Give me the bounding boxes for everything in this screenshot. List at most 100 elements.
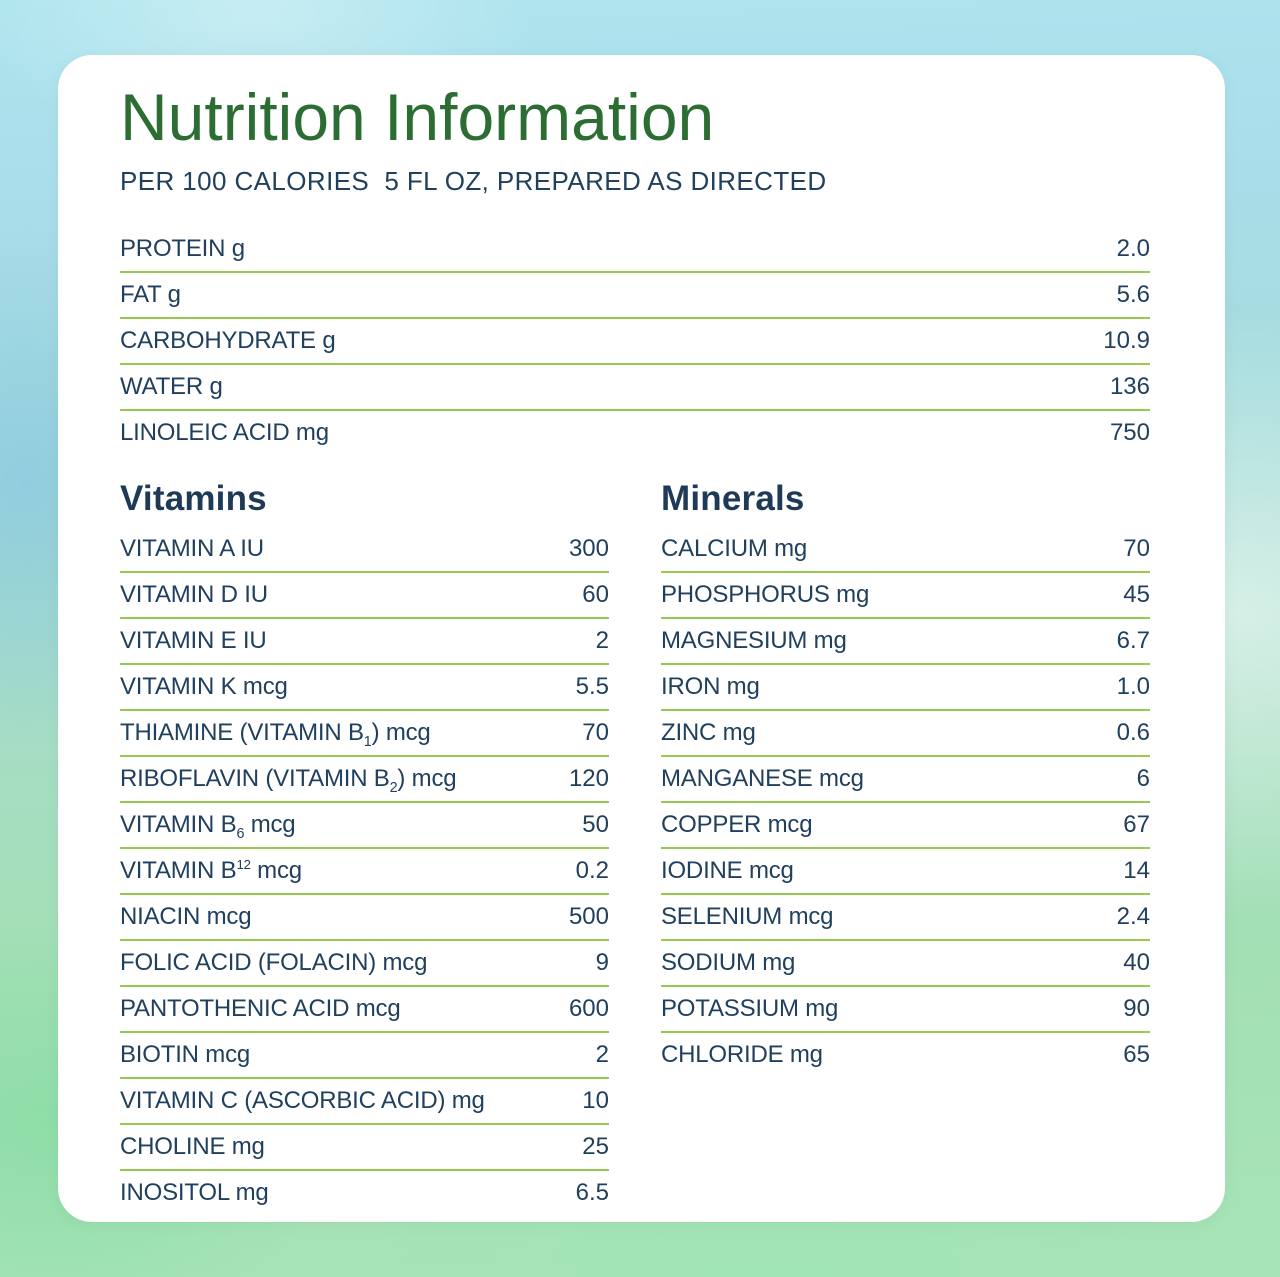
- nutrition-panel-card: Nutrition Information PER 100 CALORIES 5…: [58, 55, 1225, 1222]
- row-value: 50: [582, 811, 609, 839]
- row-label: BIOTIN mcg: [120, 1041, 251, 1069]
- row-label: NIACIN mcg: [120, 903, 252, 931]
- table-row: PROTEIN g 2.0: [120, 227, 1150, 274]
- row-value: 45: [1123, 581, 1150, 609]
- table-row: IODINE mcg 14: [661, 849, 1150, 896]
- row-label: LINOLEIC ACID mg: [120, 419, 329, 447]
- row-label: CHOLINE mg: [120, 1133, 265, 1161]
- table-row: VITAMIN C (ASCORBIC ACID) mg 10: [120, 1079, 609, 1126]
- row-value: 0.6: [1116, 719, 1150, 747]
- vitamins-section: Vitamins VITAMIN A IU 300 VITAMIN D IU 60 VI…: [120, 455, 609, 1215]
- table-row: THIAMINE (VITAMIN B1) mcg 70: [120, 711, 609, 758]
- macronutrient-table: PROTEIN g 2.0 FAT g 5.6 CARBOHYDRATE g 10.9 WA…: [120, 227, 1150, 455]
- row-label: PANTOTHENIC ACID mcg: [120, 995, 401, 1023]
- row-label: FOLIC ACID (FOLACIN) mcg: [120, 949, 428, 977]
- table-row: CARBOHYDRATE g 10.9: [120, 319, 1150, 366]
- row-value: 10: [582, 1087, 609, 1115]
- row-label: WATER g: [120, 373, 223, 401]
- row-value: 67: [1123, 811, 1150, 839]
- row-value: 500: [568, 903, 609, 931]
- row-label: VITAMIN K mcg: [120, 673, 288, 701]
- row-label: POTASSIUM mg: [661, 995, 839, 1023]
- table-row: POTASSIUM mg 90: [661, 987, 1150, 1034]
- table-row: CHLORIDE mg 65: [661, 1033, 1150, 1077]
- row-label: SELENIUM mcg: [661, 903, 834, 931]
- row-label: IRON mg: [661, 673, 760, 701]
- row-label: VITAMIN D IU: [120, 581, 268, 609]
- table-row: VITAMIN K mcg 5.5: [120, 665, 609, 712]
- row-label: IODINE mcg: [661, 857, 794, 885]
- table-row: CALCIUM mg 70: [661, 527, 1150, 574]
- row-value: 2: [595, 1041, 609, 1069]
- table-row: COPPER mcg 67: [661, 803, 1150, 850]
- row-value: 6.7: [1116, 627, 1150, 655]
- row-value: 750: [1109, 419, 1150, 447]
- table-row: SODIUM mg 40: [661, 941, 1150, 988]
- row-value: 300: [568, 535, 609, 563]
- minerals-section: Minerals CALCIUM mg 70 PHOSPHORUS mg 45 MAGN…: [661, 455, 1150, 1215]
- row-label: VITAMIN A IU: [120, 535, 264, 563]
- row-label: FAT g: [120, 281, 181, 309]
- table-row: NIACIN mcg 500: [120, 895, 609, 942]
- row-label: INOSITOL mg: [120, 1179, 269, 1207]
- table-row: CHOLINE mg 25: [120, 1125, 609, 1172]
- row-value: 90: [1123, 995, 1150, 1023]
- row-label: THIAMINE (VITAMIN B1) mcg: [120, 719, 431, 751]
- row-label: SODIUM mg: [661, 949, 796, 977]
- table-row: SELENIUM mcg 2.4: [661, 895, 1150, 942]
- serving-subtitle: PER 100 CALORIES 5 FL OZ, PREPARED AS DI…: [120, 166, 827, 197]
- row-value: 60: [582, 581, 609, 609]
- row-label: VITAMIN E IU: [120, 627, 267, 655]
- row-value: 5.6: [1116, 281, 1150, 309]
- row-value: 2.0: [1116, 235, 1150, 263]
- row-value: 9: [595, 949, 609, 977]
- vitamins-minerals-columns: Vitamins VITAMIN A IU 300 VITAMIN D IU 60 VI…: [120, 455, 1150, 1215]
- vitamins-heading: Vitamins: [120, 479, 267, 519]
- page-title: Nutrition Information: [120, 80, 715, 154]
- row-label: PHOSPHORUS mg: [661, 581, 870, 609]
- row-value: 6.5: [575, 1179, 609, 1207]
- table-row: BIOTIN mcg 2: [120, 1033, 609, 1080]
- row-value: 0.2: [575, 857, 609, 885]
- vitamins-table: VITAMIN A IU 300 VITAMIN D IU 60 VITAMIN E I…: [120, 527, 609, 1215]
- row-label: CALCIUM mg: [661, 535, 808, 563]
- table-row: PANTOTHENIC ACID mcg 600: [120, 987, 609, 1034]
- minerals-table: CALCIUM mg 70 PHOSPHORUS mg 45 MAGNESIUM mg 6…: [661, 527, 1150, 1077]
- table-row: VITAMIN A IU 300: [120, 527, 609, 574]
- row-label: MAGNESIUM mg: [661, 627, 847, 655]
- table-row: VITAMIN E IU 2: [120, 619, 609, 666]
- table-row: ZINC mg 0.6: [661, 711, 1150, 758]
- table-row: FOLIC ACID (FOLACIN) mcg 9: [120, 941, 609, 988]
- row-value: 136: [1109, 373, 1150, 401]
- table-row: MAGNESIUM mg 6.7: [661, 619, 1150, 666]
- row-value: 2.4: [1116, 903, 1150, 931]
- row-label: COPPER mcg: [661, 811, 813, 839]
- table-row: VITAMIN B6 mcg 50: [120, 803, 609, 850]
- table-row: PHOSPHORUS mg 45: [661, 573, 1150, 620]
- row-label: CHLORIDE mg: [661, 1041, 823, 1069]
- row-label: VITAMIN B6 mcg: [120, 811, 296, 843]
- table-row: MANGANESE mcg 6: [661, 757, 1150, 804]
- table-row: LINOLEIC ACID mg 750: [120, 411, 1150, 455]
- row-label: ZINC mg: [661, 719, 756, 747]
- table-row: RIBOFLAVIN (VITAMIN B2) mcg 120: [120, 757, 609, 804]
- table-row: WATER g 136: [120, 365, 1150, 412]
- row-value: 6: [1136, 765, 1150, 793]
- row-value: 600: [568, 995, 609, 1023]
- row-value: 120: [568, 765, 609, 793]
- minerals-heading: Minerals: [661, 479, 805, 519]
- row-value: 25: [582, 1133, 609, 1161]
- table-row: IRON mg 1.0: [661, 665, 1150, 712]
- row-label: VITAMIN C (ASCORBIC ACID) mg: [120, 1087, 485, 1115]
- row-value: 2: [595, 627, 609, 655]
- table-row: INOSITOL mg 6.5: [120, 1171, 609, 1215]
- table-row: VITAMIN D IU 60: [120, 573, 609, 620]
- row-label: VITAMIN B12 mcg: [120, 857, 302, 885]
- row-value: 70: [582, 719, 609, 747]
- table-row: VITAMIN B12 mcg 0.2: [120, 849, 609, 896]
- row-label: RIBOFLAVIN (VITAMIN B2) mcg: [120, 765, 457, 797]
- row-value: 70: [1123, 535, 1150, 563]
- row-value: 5.5: [575, 673, 609, 701]
- row-label: CARBOHYDRATE g: [120, 327, 336, 355]
- row-value: 65: [1123, 1041, 1150, 1069]
